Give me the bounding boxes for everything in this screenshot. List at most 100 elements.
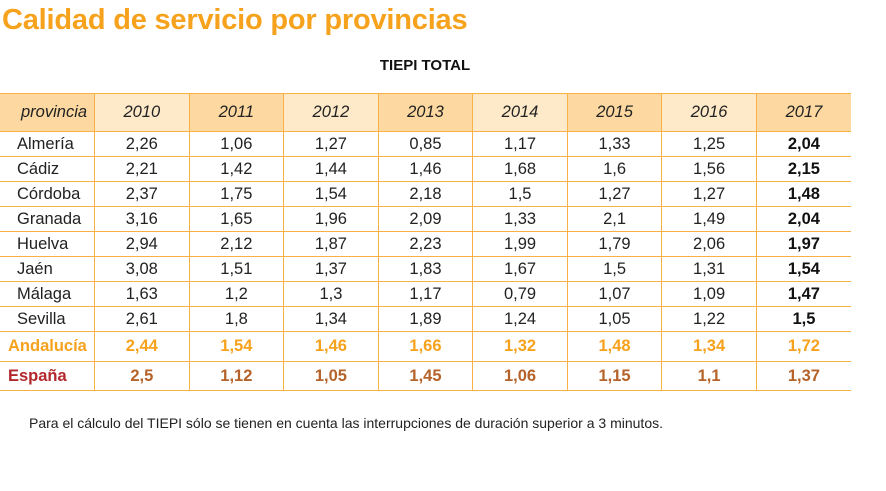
table-cell: 1,34 <box>661 331 757 362</box>
table-cell: 0,85 <box>377 131 474 157</box>
province-name: Almería <box>0 131 96 157</box>
province-name: Sevilla <box>0 306 96 332</box>
table-title: TIEPI TOTAL <box>379 57 471 74</box>
table-cell: 1,22 <box>661 306 757 332</box>
table-cell: 1,27 <box>283 131 379 157</box>
footnote: Para el cálculo del TIEPI sólo se tienen… <box>29 415 663 431</box>
table-cell: 1,67 <box>472 256 568 282</box>
table-cell: 1,09 <box>661 281 757 307</box>
province-name: Cádiz <box>0 156 96 182</box>
table-cell: 1,75 <box>188 181 285 207</box>
table-cell: 1,54 <box>755 256 851 282</box>
column-header: 2012 <box>283 93 379 132</box>
table-cell: 1,46 <box>377 156 474 182</box>
table-row: Cádiz 2,21 1,42 1,44 1,46 1,68 1,6 1,56 2,15 <box>0 156 851 182</box>
table-row: España 2,5 1,12 1,05 1,45 1,06 1,15 1,1 1,37 <box>0 361 851 391</box>
table-cell: 1,24 <box>472 306 568 332</box>
header-row: provincia 2010 2011 2012 2013 2014 2015 2016 201… <box>0 93 851 132</box>
table-cell: 1,68 <box>472 156 568 182</box>
table-cell: 2,44 <box>94 331 190 362</box>
table-cell: 1,48 <box>755 181 851 207</box>
table-cell: 2,09 <box>377 206 474 232</box>
table-cell: 1,06 <box>188 131 285 157</box>
table-cell: 1,65 <box>188 206 285 232</box>
table-cell: 2,94 <box>94 231 190 257</box>
table-cell: 1,05 <box>283 361 379 391</box>
table-cell: 1,97 <box>755 231 851 257</box>
table-cell: 1,1 <box>661 361 757 391</box>
table-cell: 1,5 <box>755 306 851 332</box>
table-cell: 1,72 <box>755 331 851 362</box>
table-cell: 3,08 <box>94 256 190 282</box>
table-row: Málaga 1,63 1,2 1,3 1,17 0,79 1,07 1,09 1,47 <box>0 281 851 307</box>
table-cell: 1,83 <box>377 256 474 282</box>
table-cell: 1,47 <box>755 281 851 307</box>
table-cell: 1,17 <box>377 281 474 307</box>
table-cell: 2,12 <box>188 231 285 257</box>
table-cell: 1,99 <box>472 231 568 257</box>
table-cell: 1,27 <box>661 181 757 207</box>
table-cell: 1,31 <box>661 256 757 282</box>
table-cell: 2,1 <box>566 206 663 232</box>
table-cell: 1,79 <box>566 231 663 257</box>
table-cell: 2,23 <box>377 231 474 257</box>
table-row: Almería 2,26 1,06 1,27 0,85 1,17 1,33 1,25 2,04 <box>0 131 851 157</box>
table-cell: 1,3 <box>283 281 379 307</box>
page-title: Calidad de servicio por provincias <box>2 4 468 36</box>
tiepi-table: provincia 2010 2011 2012 2013 2014 2015 2016 201… <box>0 93 851 391</box>
column-header: provincia <box>0 93 96 132</box>
table-cell: 2,37 <box>94 181 190 207</box>
table-cell: 1,34 <box>283 306 379 332</box>
table-cell: 1,49 <box>661 206 757 232</box>
table-cell: 2,21 <box>94 156 190 182</box>
table-cell: 1,32 <box>472 331 568 362</box>
table-cell: 1,33 <box>472 206 568 232</box>
table-row: Sevilla 2,61 1,8 1,34 1,89 1,24 1,05 1,22 1,5 <box>0 306 851 332</box>
table-cell: 1,25 <box>661 131 757 157</box>
table-cell: 1,17 <box>472 131 568 157</box>
table-cell: 1,07 <box>566 281 663 307</box>
table-cell: 3,16 <box>94 206 190 232</box>
table-cell: 1,33 <box>566 131 663 157</box>
province-name: Jaén <box>0 256 96 282</box>
table-cell: 1,6 <box>566 156 663 182</box>
province-name: Córdoba <box>0 181 96 207</box>
table-cell: 1,89 <box>377 306 474 332</box>
table-row: Jaén 3,08 1,51 1,37 1,83 1,67 1,5 1,31 1,54 <box>0 256 851 282</box>
table-cell: 1,27 <box>566 181 663 207</box>
table-cell: 1,56 <box>661 156 757 182</box>
column-header: 2015 <box>566 93 663 132</box>
table-cell: 1,37 <box>283 256 379 282</box>
table-cell: 1,05 <box>566 306 663 332</box>
table-cell: 1,46 <box>283 331 379 362</box>
table-cell: 1,8 <box>188 306 285 332</box>
table-cell: 2,18 <box>377 181 474 207</box>
table-cell: 1,66 <box>377 331 474 362</box>
table-cell: 1,15 <box>566 361 663 391</box>
province-name: Granada <box>0 206 96 232</box>
table-cell: 1,5 <box>566 256 663 282</box>
table-cell: 1,48 <box>566 331 663 362</box>
province-name: Huelva <box>0 231 96 257</box>
table-row: Huelva 2,94 2,12 1,87 2,23 1,99 1,79 2,06 1,97 <box>0 231 851 257</box>
column-header: 2017 <box>755 93 851 132</box>
table-cell: 1,54 <box>283 181 379 207</box>
table-cell: 1,5 <box>472 181 568 207</box>
table-row: Andalucía 2,44 1,54 1,46 1,66 1,32 1,48 1,34 1,7… <box>0 331 851 362</box>
table-cell: 2,5 <box>94 361 190 391</box>
table-cell: 1,63 <box>94 281 190 307</box>
table-cell: 1,44 <box>283 156 379 182</box>
table-cell: 1,45 <box>377 361 474 391</box>
table-cell: 0,79 <box>472 281 568 307</box>
province-name: Andalucía <box>0 331 96 362</box>
table-cell: 1,42 <box>188 156 285 182</box>
table-cell: 1,37 <box>755 361 851 391</box>
table-cell: 1,54 <box>188 331 285 362</box>
table-cell: 2,26 <box>94 131 190 157</box>
column-header: 2011 <box>188 93 285 132</box>
column-header: 2014 <box>472 93 568 132</box>
table-cell: 2,04 <box>755 206 851 232</box>
table-cell: 1,06 <box>472 361 568 391</box>
table-cell: 2,06 <box>661 231 757 257</box>
table-cell: 2,15 <box>755 156 851 182</box>
